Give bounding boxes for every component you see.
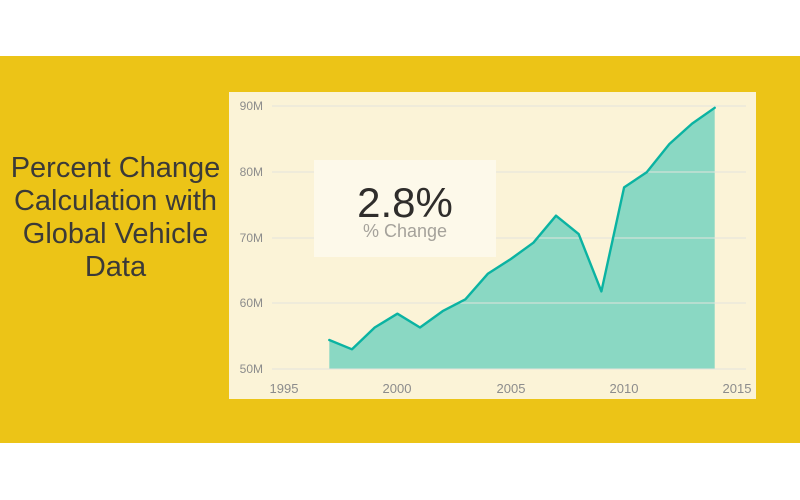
x-axis-tick-label: 2000 — [382, 381, 412, 396]
y-axis-tick-label: 60M — [239, 296, 263, 310]
kpi-label: % Change — [362, 221, 448, 241]
y-axis-tick-label: 70M — [239, 231, 263, 245]
x-axis-tick-label: 2015 — [722, 381, 752, 396]
kpi-card[interactable]: 2.8% % Change — [314, 160, 496, 257]
x-axis-tick-label: 1995 — [269, 381, 299, 396]
x-axis-tick-label: 2005 — [496, 381, 526, 396]
y-axis-tick-label: 50M — [239, 362, 263, 376]
trend-line — [328, 106, 716, 351]
chart-panel: 90M 80M 70M 60M 50M 1995 2000 2005 2010 … — [229, 92, 756, 399]
slide-title-line: Global Vehicle — [22, 218, 209, 250]
slide-title-line: Data — [84, 251, 147, 283]
slide-title-line: Calculation with — [13, 185, 218, 217]
y-axis-tick-label: 80M — [239, 165, 263, 179]
slide-title-line: Percent Change — [10, 152, 221, 184]
kpi-value: 2.8% — [357, 179, 453, 226]
area-fill — [329, 107, 715, 370]
x-axis-tick-label: 2010 — [609, 381, 639, 396]
y-axis-tick-label: 90M — [239, 99, 263, 113]
slide-title: Percent Change Calculation with Global V… — [8, 152, 223, 284]
